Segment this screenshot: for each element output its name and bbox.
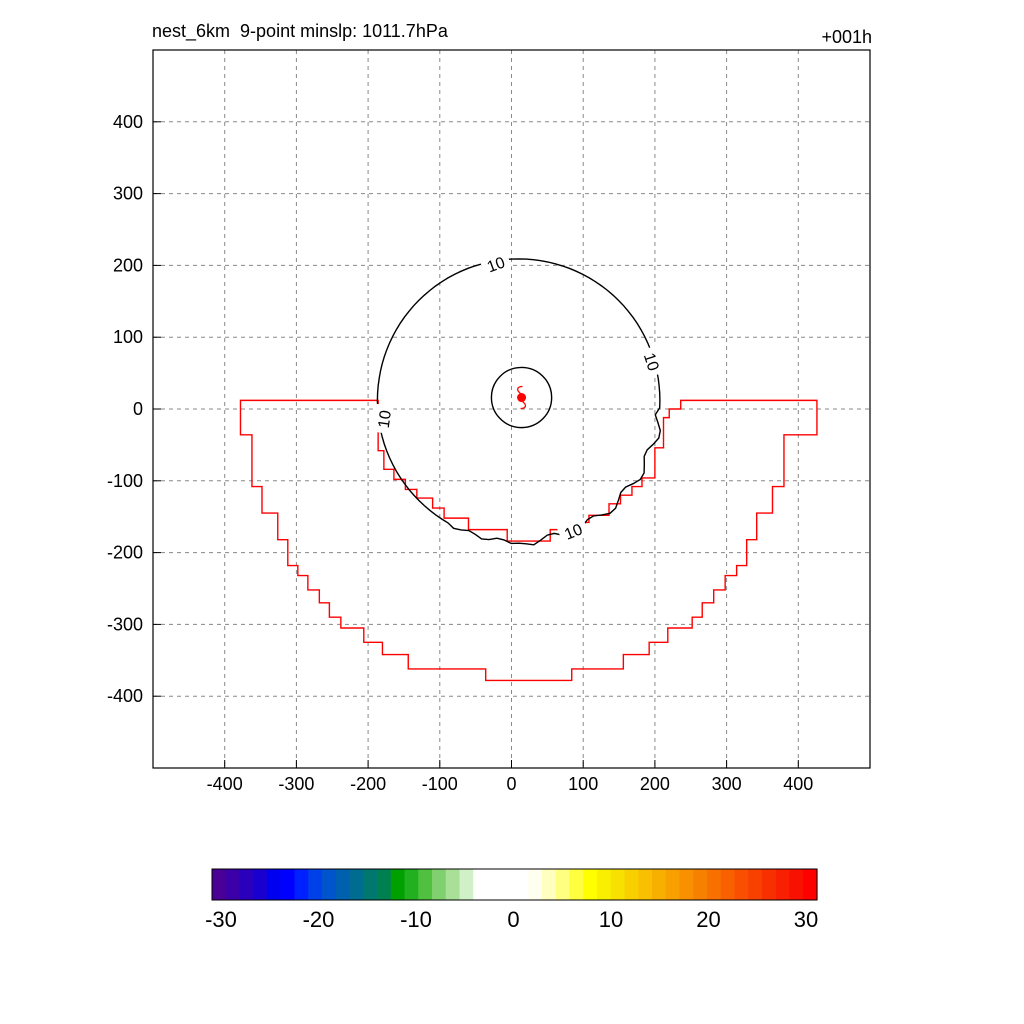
colorbar-swatch xyxy=(693,869,708,900)
contour-label-bg xyxy=(479,249,512,277)
colorbar-swatch xyxy=(624,869,639,900)
colorbar-swatch xyxy=(390,869,406,900)
colorbar-swatch xyxy=(487,869,502,900)
colorbar-swatch xyxy=(363,869,378,900)
colorbar-swatch xyxy=(308,869,323,900)
colorbar-swatch xyxy=(212,869,227,900)
colorbar-swatch xyxy=(377,869,392,900)
colorbar-swatch xyxy=(734,869,749,900)
colorbar-swatch xyxy=(707,869,722,900)
colorbar-swatch xyxy=(418,869,433,900)
x-tick-label: 100 xyxy=(568,774,598,794)
colorbar-tick-label: -10 xyxy=(400,907,432,932)
y-tick-label: -200 xyxy=(107,543,143,563)
contour-line-10 xyxy=(376,258,662,546)
x-tick-label: 300 xyxy=(712,774,742,794)
colorbar-tick-label: 20 xyxy=(696,907,720,932)
contour-lines: 10 10 10 10 xyxy=(372,249,666,546)
colorbar-swatch xyxy=(597,869,612,900)
colorbar-swatch xyxy=(280,869,296,900)
colorbar-tick-label: 0 xyxy=(507,907,519,932)
colorbar-swatch xyxy=(432,869,447,900)
y-tick-label: -400 xyxy=(107,686,143,706)
y-tick-label: 300 xyxy=(113,184,143,204)
colorbar-swatch xyxy=(679,869,694,900)
colorbar-swatch xyxy=(225,869,241,900)
colorbar-swatch xyxy=(720,869,736,900)
colorbar-swatch xyxy=(528,869,543,900)
colorbar-swatch xyxy=(555,869,571,900)
cyclone-arm-top xyxy=(517,385,523,395)
y-tick-label: 400 xyxy=(113,112,143,132)
x-tick-label: 200 xyxy=(640,774,670,794)
colorbar-swatch xyxy=(459,869,474,900)
colorbar-swatch xyxy=(569,869,584,900)
contour-inner-ring xyxy=(490,366,553,429)
x-tick-label: -300 xyxy=(278,774,314,794)
colorbar-swatch xyxy=(583,869,598,900)
axis-ticks: -400 -300 -200 -100 0 100 200 300 400-400-300-20… xyxy=(107,112,813,794)
nest-boundary xyxy=(239,399,818,682)
colorbar-swatch xyxy=(349,869,364,900)
storm-center xyxy=(517,385,527,410)
colorbar-swatch xyxy=(253,869,268,900)
colorbar-tick-label: 10 xyxy=(599,907,623,932)
colorbar-swatch xyxy=(514,869,529,900)
x-tick-label: -100 xyxy=(422,774,458,794)
colorbar-swatch xyxy=(775,869,791,900)
colorbar-tick-label: 30 xyxy=(794,907,818,932)
colorbar-tick-label: -20 xyxy=(303,907,335,932)
cyclone-arm-bottom xyxy=(520,401,527,410)
colorbar-swatch xyxy=(445,869,461,900)
colorbar-swatch xyxy=(665,869,681,900)
y-tick-label: -300 xyxy=(107,614,143,634)
contour-label: 10 xyxy=(485,254,508,276)
colorbar-swatch xyxy=(500,869,516,900)
colorbar-swatch xyxy=(322,869,337,900)
forecast-hour-label: +001h xyxy=(821,27,872,47)
colorbar-swatch xyxy=(267,869,282,900)
colorbar: -30 -20 -10 0 10 20 30 xyxy=(205,868,818,932)
colorbar-swatch xyxy=(335,869,351,900)
colorbar-swatch xyxy=(748,869,763,900)
colorbar-tick-label: -30 xyxy=(205,907,237,932)
contour-label-bg xyxy=(556,516,590,544)
colorbar-swatch xyxy=(239,869,254,900)
contour-label: 10 xyxy=(640,351,662,373)
plot-frame xyxy=(152,49,871,769)
colorbar-swatch xyxy=(803,869,818,900)
colorbar-swatch xyxy=(542,869,557,900)
nest-boundary-line xyxy=(239,399,818,682)
y-tick-label: 0 xyxy=(133,399,143,419)
y-tick-label: 100 xyxy=(113,327,143,347)
colorbar-swatch xyxy=(789,869,804,900)
tropical-cyclone-icon xyxy=(517,393,527,403)
colorbar-frame xyxy=(211,868,818,901)
x-tick-label: -200 xyxy=(350,774,386,794)
grid-lines xyxy=(153,50,870,768)
colorbar-swatch xyxy=(610,869,626,900)
colorbar-swatch xyxy=(294,869,309,900)
colorbar-swatch xyxy=(473,869,488,900)
colorbar-swatch xyxy=(762,869,777,900)
contour-label-bg xyxy=(640,345,666,378)
x-tick-label: 400 xyxy=(783,774,813,794)
contour-label: 10 xyxy=(562,521,585,543)
colorbar-swatch xyxy=(404,869,419,900)
chart-title: nest_6km 9-point minslp: 1011.7hPa xyxy=(152,21,448,41)
x-tick-label: -400 xyxy=(207,774,243,794)
y-tick-label: 200 xyxy=(113,255,143,275)
colorbar-swatch xyxy=(652,869,667,900)
y-tick-label: -100 xyxy=(107,471,143,491)
colorbar-swatch xyxy=(638,869,653,900)
x-tick-label: 0 xyxy=(506,774,516,794)
contour-label-bg xyxy=(372,403,394,435)
contour-label: 10 xyxy=(376,409,395,429)
